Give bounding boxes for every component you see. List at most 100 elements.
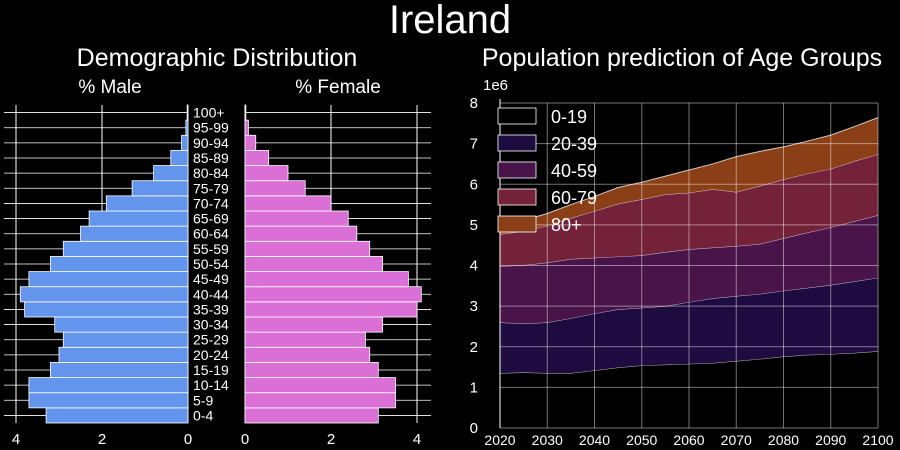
area-axes: 0 1 2 3 4 5 6 7 8 2020 2030 2040 2050 2060 2070 2080 209… [470,95,894,448]
y-tick-label: 2 [470,339,478,356]
age-group-label: 30-34 [193,317,229,333]
legend-swatch [497,161,537,179]
age-group-label: 25-29 [193,332,229,348]
area-80plus [500,117,878,235]
area-boundary-80plus [499,117,879,227]
female-bar [244,240,371,257]
y-tick-label: 0 [470,420,478,437]
female-bar [244,316,384,333]
male-bar [131,180,189,197]
x-tick-label: 2060 [673,432,704,448]
area-60-79 [500,154,878,267]
male-bar [28,271,189,288]
female-bars [244,104,422,424]
male-x-ticks: 4 2 0 [12,431,192,448]
x-tick-label: 2050 [626,432,657,448]
legend-swatch [497,188,537,206]
age-group-label: 80-84 [193,165,229,181]
male-bar [28,377,189,394]
age-group-label: 40-44 [193,286,229,302]
male-bar [62,240,189,257]
male-bar [50,256,189,272]
male-bar [88,210,189,227]
male-x-tick-label: 4 [12,431,20,448]
female-bar [244,104,247,121]
age-group-label: 10-14 [193,377,229,393]
legend-label: 80+ [551,215,582,235]
age-group-label: 55-59 [193,241,229,257]
age-group-label: 35-39 [193,301,229,317]
female-bar [244,377,396,394]
female-bar [244,134,257,151]
age-group-label: 90-94 [193,135,229,151]
pyramid-title: Demographic Distribution [77,44,358,72]
legend-swatch [497,134,537,152]
age-group-label: 0-4 [193,407,213,423]
male-bar [80,225,189,242]
age-group-label: 20-24 [193,347,229,363]
female-bar [244,256,384,272]
female-bar [244,195,332,212]
x-tick-label: 2040 [579,432,610,448]
area-fills [499,117,879,428]
male-bar [185,119,189,136]
female-bar [244,331,366,348]
male-bar [186,104,189,121]
x-tick-label: 2020 [484,432,515,448]
female-bar [244,165,289,182]
male-x-tick-label: 2 [98,431,106,448]
female-bar [244,210,349,227]
legend-swatch [497,215,537,233]
age-group-label: 70-74 [193,195,229,211]
female-axis-label: % Female [295,77,381,98]
legend-label: 20-39 [551,134,597,154]
male-panel: % Male 4 2 0 [4,77,192,448]
x-tick-label: 2090 [815,432,846,448]
area-chart-title: Population prediction of Age Groups [482,44,882,72]
male-x-tick-label: 0 [184,431,192,448]
male-bar [45,407,189,424]
area-20-39 [500,277,878,374]
male-bar [105,195,189,212]
male-bar [62,331,189,348]
female-bar [244,271,409,288]
male-bar [50,362,189,378]
female-bar [244,286,422,303]
female-bar [244,150,270,166]
age-group-label: 15-19 [193,362,229,378]
y-tick-label: 3 [470,298,478,315]
y-tick-label: 7 [470,136,478,153]
male-bars [19,104,189,424]
x-tick-label: 2080 [768,432,799,448]
y-tick-label: 4 [470,258,478,275]
age-group-label: 85-89 [193,150,229,166]
area-40-59 [500,215,878,324]
age-group-label: 5-9 [193,392,213,408]
legend-label: 0-19 [551,107,587,127]
female-bar [244,225,358,242]
y-tick-label: 8 [470,95,478,112]
figure-title: Ireland [389,0,511,42]
area-boundary-20-39 [499,277,879,325]
male-bar [24,301,189,318]
male-bar [153,165,189,182]
female-bar [244,301,418,318]
age-group-label: 95-99 [193,120,229,136]
age-group-label: 45-49 [193,271,229,287]
age-group-label: 60-64 [193,226,229,242]
male-bar [181,134,189,151]
female-bar [244,362,379,378]
x-tick-label: 2030 [532,432,563,448]
male-bar [54,316,189,333]
female-x-tick-label: 0 [241,431,249,448]
male-bar [28,392,189,409]
male-axis-label: % Male [78,77,141,98]
y-scale-label: 1e6 [483,77,508,94]
y-tick-label: 5 [470,217,478,234]
age-group-label: 75-79 [193,180,229,196]
age-group-label: 65-69 [193,211,229,227]
legend-swatch [497,107,537,125]
female-panel: % Female 0 2 4 [241,77,431,448]
age-group-labels: 0-45-910-1415-1920-2425-2930-3435-3940-4… [193,105,229,424]
